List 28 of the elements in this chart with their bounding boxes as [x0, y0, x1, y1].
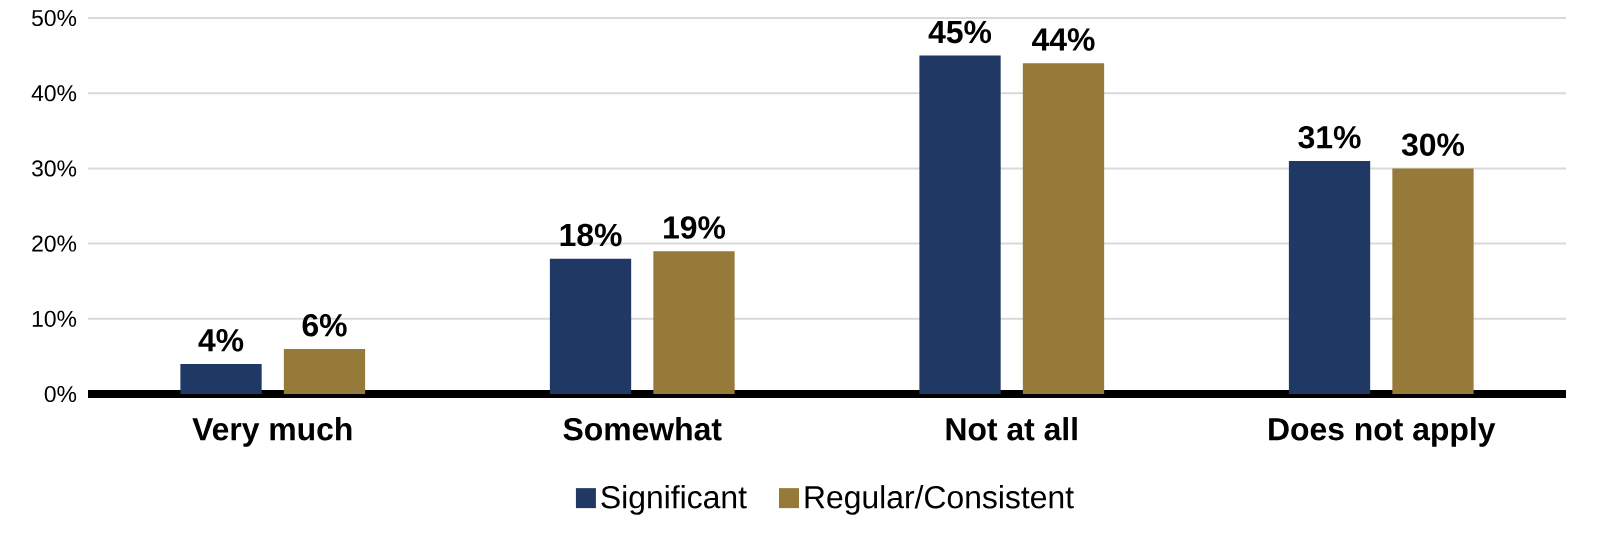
y-tick-label: 0% — [44, 385, 77, 403]
data-label: 19% — [664, 216, 726, 239]
y-tick-label: 10% — [32, 310, 77, 327]
data-label: 18% — [560, 223, 622, 247]
data-label: 4% — [198, 329, 244, 352]
y-tick-label: 50% — [32, 9, 77, 27]
legend-label: Significant — [601, 485, 747, 515]
legend-label: Regular/Consistent — [805, 485, 1074, 515]
data-label: 31% — [1298, 125, 1361, 149]
data-label: 44% — [1032, 28, 1095, 51]
x-tick-label: Very much — [192, 417, 352, 447]
x-tick-label: Does not apply — [1269, 417, 1496, 447]
bar — [1392, 168, 1474, 394]
bar — [919, 55, 1001, 394]
y-tick-label: 20% — [32, 235, 77, 252]
bar — [180, 363, 262, 394]
x-tick-label: Somewhat — [563, 417, 722, 441]
y-tick-label: 40% — [31, 85, 77, 102]
data-label: 6% — [302, 313, 347, 337]
data-label: 45% — [928, 20, 992, 44]
bar — [1288, 160, 1371, 394]
bar — [283, 348, 366, 394]
x-tick-label: Not at all — [946, 417, 1077, 441]
bar — [1022, 63, 1105, 394]
data-label: 30% — [1401, 133, 1465, 156]
bar — [653, 251, 735, 394]
y-tick-label: 30% — [31, 160, 77, 177]
bar — [549, 258, 632, 394]
